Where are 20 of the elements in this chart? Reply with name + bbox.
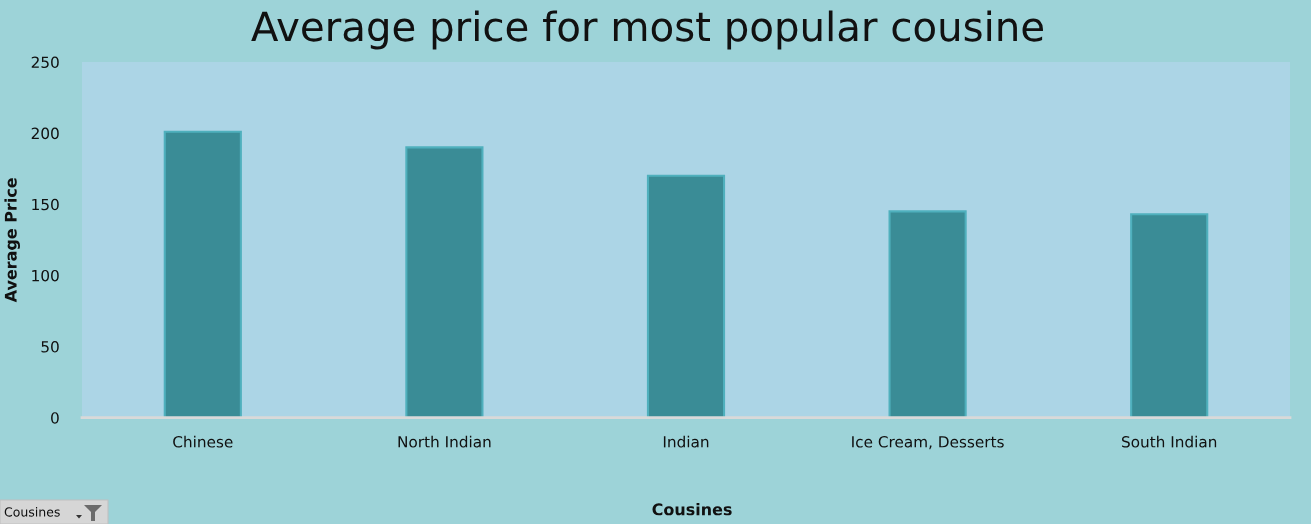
y-tick-label: 100 bbox=[32, 269, 59, 282]
bar bbox=[163, 130, 242, 418]
x-tick-label: Indian bbox=[663, 435, 709, 448]
bar bbox=[646, 174, 726, 418]
x-tick-label: North Indian bbox=[398, 435, 491, 448]
bar bbox=[1130, 213, 1209, 418]
x-tick-label: Ice Cream, Desserts bbox=[852, 436, 1004, 450]
chart-title: Average price for most popular cousine bbox=[251, 10, 1043, 50]
bar bbox=[888, 210, 967, 418]
y-tick-label: 150 bbox=[32, 198, 59, 211]
bar bbox=[405, 146, 484, 418]
x-axis-title: Cousines bbox=[652, 503, 732, 516]
y-tick-label: 50 bbox=[41, 341, 59, 353]
y-axis-title: Average Price bbox=[4, 178, 20, 303]
x-tick-label: South Indian bbox=[1121, 435, 1217, 448]
y-tick-label: 200 bbox=[31, 127, 59, 140]
y-tick-label: 0 bbox=[51, 412, 59, 424]
text: Cousines bbox=[4, 506, 60, 517]
y-tick-label: 250 bbox=[31, 56, 59, 69]
x-tick-label: Chinese bbox=[173, 435, 233, 448]
